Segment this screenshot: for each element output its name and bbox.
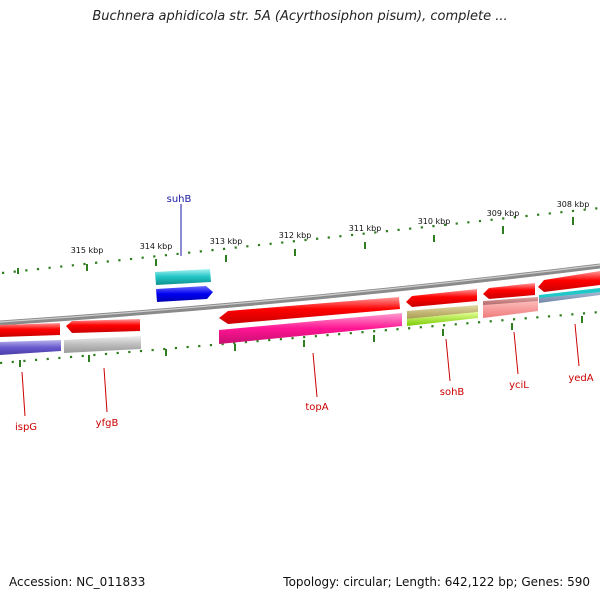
gene-suhB-feature[interactable]: [155, 269, 211, 285]
gene-sohB-band[interactable]: [407, 312, 478, 326]
yciL-leader: [513, 331, 519, 375]
yfgB-cds-arrow[interactable]: [66, 319, 140, 333]
tick-label: 312 kbp: [279, 231, 312, 240]
gene-topA-feature[interactable]: [219, 313, 402, 344]
tick-labels: 315 kbp 314 kbp 313 kbp 312 kbp 311 kbp …: [71, 200, 590, 255]
genome-backbone: [0, 263, 600, 326]
gene-yfgB-feature[interactable]: [64, 336, 141, 353]
tick-label: 308 kbp: [557, 200, 590, 209]
accession-label: Accession: NC_011833: [9, 575, 146, 589]
yedA-leader: [574, 323, 580, 367]
tick-label: 309 kbp: [487, 209, 520, 218]
suhB-cds-arrow[interactable]: [156, 286, 213, 302]
gene-label-topA: topA: [305, 402, 328, 413]
inner-tick-row: [0, 310, 600, 367]
tick-label: 313 kbp: [210, 237, 243, 246]
yciL-cds-arrow[interactable]: [483, 283, 535, 299]
yedA-cds-arrow[interactable]: [538, 271, 600, 292]
gene-label-yfgB: yfgB: [96, 418, 119, 429]
topA-leader: [312, 352, 318, 398]
gene-label-sohB: sohB: [440, 387, 465, 398]
sohB-leader: [445, 338, 451, 382]
tick-label: 311 kbp: [349, 224, 382, 233]
tick-label: 315 kbp: [71, 246, 104, 255]
yfgB-leader: [103, 367, 108, 413]
tick-label: 314 kbp: [140, 242, 173, 251]
ispG-leader: [21, 371, 26, 417]
gene-label-yedA: yedA: [568, 373, 593, 384]
sohB-cds-arrow[interactable]: [406, 289, 477, 307]
ispG-cds-arrow[interactable]: [0, 323, 60, 337]
tick-label: 310 kbp: [418, 217, 451, 226]
topA-cds-arrow[interactable]: [219, 297, 400, 324]
outer-tick-row: [1, 206, 600, 275]
gene-label-ispG: ispG: [15, 422, 37, 433]
genome-summary: Topology: circular; Length: 642,122 bp; …: [283, 575, 590, 589]
gene-yedA-band[interactable]: [539, 288, 600, 298]
gene-sohB-feature[interactable]: [407, 305, 478, 319]
gene-yciL-band[interactable]: [483, 297, 538, 305]
gene-label-yciL: yciL: [509, 380, 529, 391]
gene-ispG-feature[interactable]: [0, 340, 61, 355]
map-title: Buchnera aphidicola str. 5A (Acyrthosiph…: [92, 9, 508, 24]
gene-label-suhB: suhB: [167, 194, 192, 205]
